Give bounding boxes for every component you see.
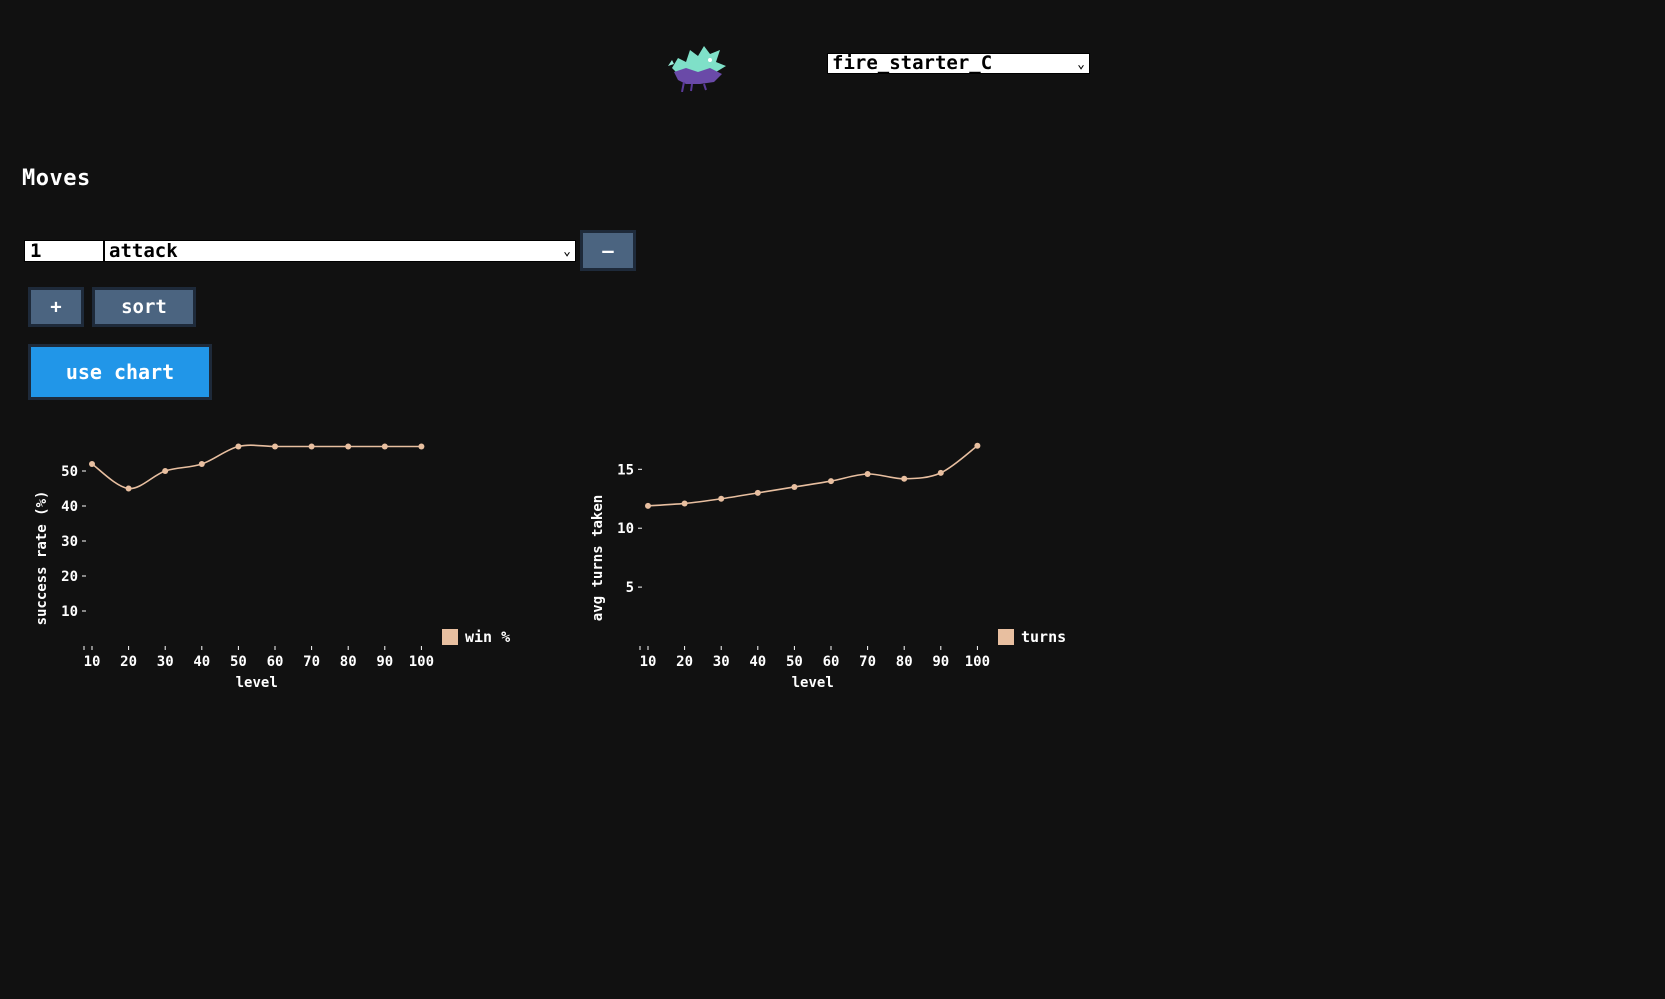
chart-2-y-tick-label: 5: [626, 580, 634, 596]
chart-2-x-tick-label: 30: [713, 654, 730, 670]
chart-2-x-tick-label: 80: [896, 654, 913, 670]
chart-1-data-point: [345, 443, 352, 450]
chart-1-x-tick-label: 30: [157, 654, 174, 670]
chart-2-data-point: [645, 502, 651, 509]
chart-2-y-axis-label: avg turns taken: [590, 495, 606, 621]
chart-2-x-tick-label: 40: [749, 654, 766, 670]
chart-1-data-point: [89, 461, 95, 467]
chart-2-data-point: [681, 500, 688, 507]
chart-2-data-point: [974, 442, 981, 449]
starter-select-value: fire_starter_C: [832, 53, 993, 74]
use-chart-button[interactable]: use chart: [28, 344, 212, 400]
chart-2-legend-label: turns: [1021, 628, 1066, 646]
moves-title: Moves: [22, 166, 91, 191]
chart-1-y-tick-label: 50: [61, 464, 78, 480]
chart-1-x-tick-label: 50: [230, 654, 247, 670]
chart-2-x-tick-label: 90: [932, 654, 949, 670]
chart-1-y-tick-label: 30: [61, 534, 78, 550]
chart-1-x-tick-label: 20: [120, 654, 137, 670]
chart-1-y-tick-label: 10: [61, 604, 78, 620]
chart-1-y-tick-label: 20: [61, 569, 78, 585]
chart-1-x-axis-label: level: [236, 675, 278, 691]
chart-2-data-point: [901, 475, 908, 482]
chart-2-x-tick-label: 100: [965, 654, 990, 670]
chart-1-data-point: [308, 443, 315, 450]
chart-2-data-point: [791, 483, 798, 490]
starter-select[interactable]: fire_starter_C ⌄: [827, 53, 1090, 74]
chart-1-x-tick-label: 10: [84, 654, 101, 670]
chart-2-data-point: [754, 489, 761, 496]
dragon-sprite-icon: [668, 46, 726, 92]
chart-1-x-tick-label: 80: [340, 654, 357, 670]
chevron-down-icon: ⌄: [1077, 57, 1085, 72]
chart-1-x-tick-label: 90: [376, 654, 393, 670]
chart-2-data-point: [864, 471, 871, 478]
move-select-value: attack: [109, 240, 178, 262]
chevron-down-icon: ⌄: [563, 244, 571, 259]
chart-2-data-point: [718, 495, 725, 502]
chart-1-data-point: [235, 443, 242, 450]
chart-2-x-tick-label: 10: [640, 654, 657, 670]
chart-1-x-tick-label: 70: [303, 654, 320, 670]
chart-1-x-tick-label: 40: [193, 654, 210, 670]
chart-1-y-tick-label: 40: [61, 499, 78, 515]
move-select[interactable]: attack ⌄: [104, 240, 576, 262]
chart-1-series-line: [91, 444, 422, 490]
sort-button[interactable]: sort: [92, 287, 196, 327]
move-number-input[interactable]: 1: [24, 240, 104, 262]
chart-2-data-point: [937, 469, 944, 476]
chart-1-data-point: [381, 443, 388, 450]
remove-move-button[interactable]: –: [580, 230, 636, 271]
chart-1-legend-swatch: [442, 629, 458, 645]
add-move-button[interactable]: +: [28, 287, 84, 327]
chart-2-x-tick-label: 70: [859, 654, 876, 670]
chart-2-legend-swatch: [998, 629, 1014, 645]
chart-1-y-axis-label: success rate (%): [34, 491, 50, 626]
chart-1-data-point: [198, 461, 205, 467]
chart-2-x-tick-label: 20: [676, 654, 693, 670]
chart-1-x-tick-label: 60: [267, 654, 284, 670]
chart-2-data-point: [828, 478, 834, 485]
chart-1-x-tick-label: 100: [409, 654, 434, 670]
chart-1-data-point: [418, 443, 425, 450]
chart-1-data-point: [272, 443, 278, 450]
chart-1-legend-label: win %: [465, 628, 510, 646]
chart-2-y-tick-label: 15: [617, 462, 634, 478]
chart-2-series-line: [647, 445, 978, 507]
chart-2-x-axis-label: level: [792, 675, 834, 691]
chart-2-y-tick-label: 10: [617, 521, 634, 537]
chart-1-data-point: [125, 485, 132, 492]
chart-1-data-point: [162, 468, 169, 474]
chart-2-x-tick-label: 60: [823, 654, 840, 670]
chart-2-x-tick-label: 50: [786, 654, 803, 670]
